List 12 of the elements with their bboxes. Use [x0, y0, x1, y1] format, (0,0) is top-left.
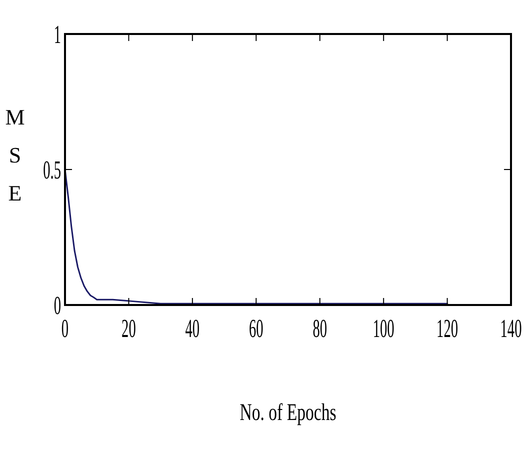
x-tick-label: 80	[312, 313, 328, 344]
y-axis-title: MSE	[5, 104, 25, 206]
y-tick-label: 0.5	[43, 154, 61, 185]
x-tick-label: 140	[500, 313, 522, 344]
x-tick-label: 120	[436, 313, 458, 344]
x-tick-label: 60	[248, 313, 264, 344]
x-tick-label: 100	[372, 313, 394, 344]
x-axis-title: No. of Epochs	[240, 400, 336, 426]
y-tick-label: 1	[54, 19, 61, 50]
x-tick-label: 40	[185, 313, 200, 344]
x-tick-label: 20	[122, 313, 136, 344]
y-tick-label: 0	[54, 290, 61, 320]
